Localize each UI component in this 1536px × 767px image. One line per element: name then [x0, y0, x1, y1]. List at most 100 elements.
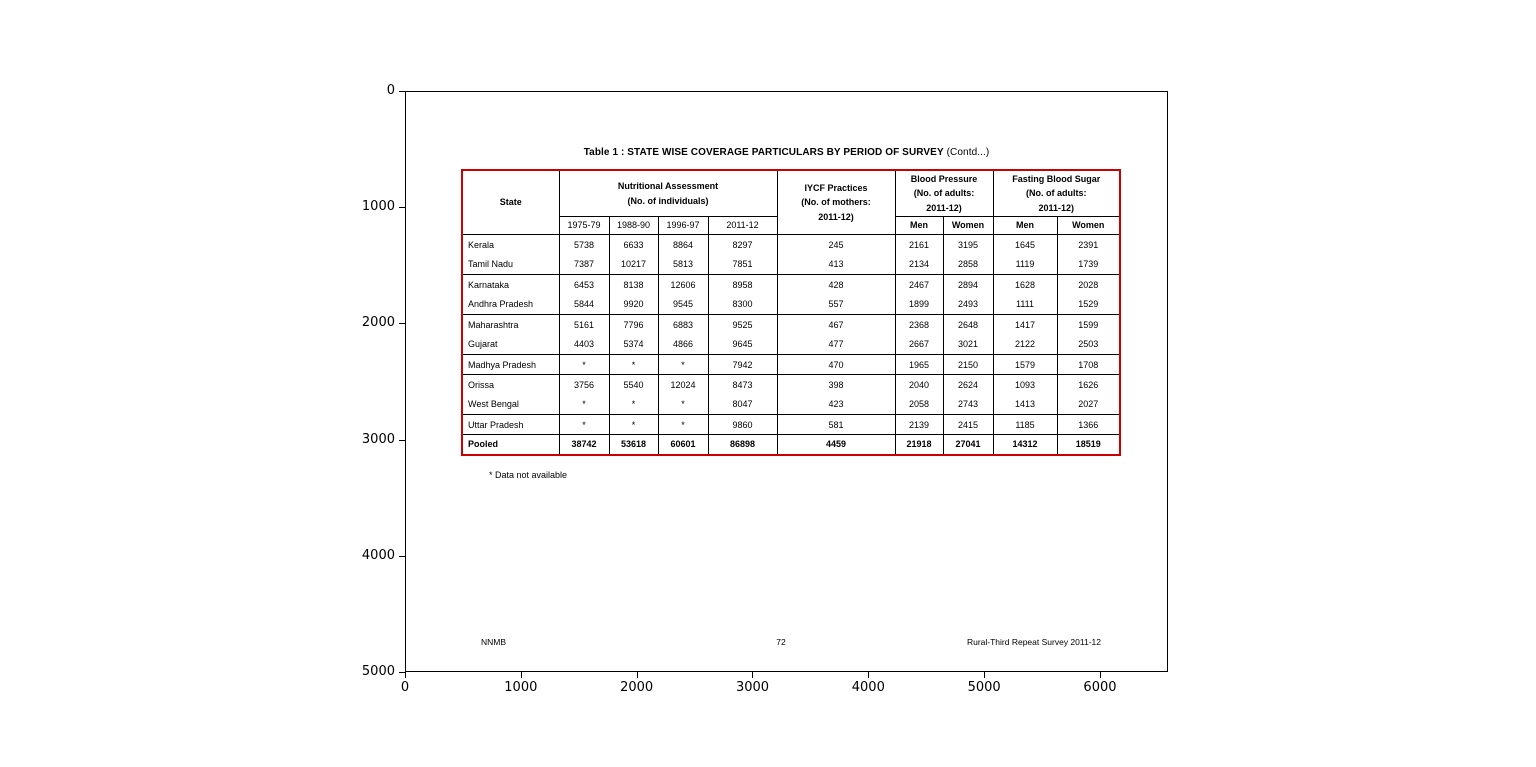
x-tick-label: 6000: [1083, 680, 1117, 695]
table-row: Karnataka 6453 8138 12606 8958 428 2467 2894 162…: [461, 274, 1121, 295]
table-row: Orissa 3756 5540 12024 8473 398 2040 2624 1093 16…: [461, 374, 1121, 395]
value-cell: *: [608, 414, 659, 435]
value-cell: 2648: [942, 314, 994, 335]
value-cell: 1965: [894, 354, 944, 375]
value-cell: 2161: [894, 234, 944, 255]
header-year-2011-12: 2011-12: [707, 216, 778, 236]
value-cell: 2858: [942, 254, 994, 275]
value-cell: 3021: [942, 334, 994, 355]
plot-axes: Table 1 : STATE WISE COVERAGE PARTICULAR…: [405, 91, 1168, 672]
x-tick-label: 4000: [851, 680, 885, 695]
x-tick-mark: [1099, 672, 1101, 678]
value-cell: 9525: [707, 314, 778, 335]
y-tick-mark: [399, 91, 405, 92]
state-cell: Andhra Pradesh: [461, 294, 560, 315]
value-cell: 3195: [942, 234, 994, 255]
table-row: Tamil Nadu 7387 10217 5813 7851 413 2134 2858 11…: [461, 254, 1121, 275]
table-title: Table 1 : STATE WISE COVERAGE PARTICULAR…: [583, 147, 944, 158]
footer-survey-label: Rural-Third Repeat Survey 2011-12: [966, 637, 1101, 647]
y-tick-label: 2000: [361, 315, 395, 331]
y-tick-mark: [399, 555, 405, 557]
value-cell: 2134: [894, 254, 944, 275]
x-tick-mark: [868, 672, 870, 678]
value-cell: 1626: [1056, 374, 1121, 395]
value-cell: 5738: [558, 234, 610, 255]
value-cell: 6453: [558, 274, 610, 295]
value-cell: 8047: [707, 394, 778, 415]
value-cell: 1645: [992, 234, 1058, 255]
value-cell: 470: [776, 354, 896, 375]
value-cell: 4403: [558, 334, 610, 355]
state-cell: Karnataka: [461, 274, 560, 295]
value-cell: *: [558, 354, 610, 375]
table-row: West Bengal * * * 8047 423 2058 2743 1413 2027: [461, 394, 1121, 415]
value-cell: *: [608, 354, 659, 375]
state-cell: Maharashtra: [461, 314, 560, 335]
value-cell: 2667: [894, 334, 944, 355]
y-tick-mark: [399, 672, 405, 673]
value-cell: 428: [776, 274, 896, 295]
header-bp-women: Women: [942, 216, 994, 236]
header-year-1975-79: 1975-79: [558, 216, 610, 236]
page-title: Table 1 : STATE WISE COVERAGE PARTICULAR…: [406, 147, 1167, 158]
value-cell: 581: [776, 414, 896, 435]
value-cell: 9860: [707, 414, 778, 435]
state-cell: Uttar Pradesh: [461, 414, 560, 435]
value-cell: 1529: [1056, 294, 1121, 315]
value-cell: 2391: [1056, 234, 1121, 255]
value-cell: *: [657, 354, 709, 375]
table-title-contd: (Contd...): [946, 147, 990, 158]
value-cell: 6633: [608, 234, 659, 255]
table-row: Pooled 38742 53618 60601 86898 4459 21918 27041…: [461, 434, 1121, 455]
value-cell: 2122: [992, 334, 1058, 355]
footnote-data-not-available: * Data not available: [489, 470, 568, 480]
value-cell: 398: [776, 374, 896, 395]
x-tick-label: 2000: [620, 680, 654, 695]
value-cell: 21918: [894, 434, 944, 455]
value-cell: 4866: [657, 334, 709, 355]
y-tick-label: 5000: [361, 664, 395, 679]
x-tick-mark: [636, 672, 638, 678]
header-fasting-blood-sugar: Fasting Blood Sugar (No. of adults: 2011…: [992, 169, 1121, 218]
value-cell: 9545: [657, 294, 709, 315]
x-tick-label: 0: [400, 680, 410, 695]
y-tick-label: 4000: [361, 547, 395, 563]
value-cell: 1093: [992, 374, 1058, 395]
value-cell: 2894: [942, 274, 994, 295]
table-row: Madhya Pradesh * * * 7942 470 1965 2150 1579 1708: [461, 354, 1121, 375]
value-cell: 53618: [608, 434, 659, 455]
table-row: Gujarat 4403 5374 4866 9645 477 2667 3021 2122 25…: [461, 334, 1121, 355]
value-cell: 9920: [608, 294, 659, 315]
coverage-table: State Nutritional Assessment (No. of ind…: [461, 169, 1121, 456]
header-fbs-women: Women: [1056, 216, 1121, 236]
y-tick-mark: [399, 323, 405, 325]
value-cell: 8473: [707, 374, 778, 395]
value-cell: 10217: [608, 254, 659, 275]
value-cell: 5374: [608, 334, 659, 355]
value-cell: 1899: [894, 294, 944, 315]
y-tick-mark: [399, 207, 405, 209]
value-cell: 1185: [992, 414, 1058, 435]
header-iycf-practices: IYCF Practices (No. of mothers: 2011-12): [776, 169, 896, 236]
value-cell: 8138: [608, 274, 659, 295]
y-tick-mark: [399, 439, 405, 441]
value-cell: 18519: [1056, 434, 1121, 455]
footer-org-label: NNMB: [481, 637, 507, 647]
table-row: Maharashtra 5161 7796 6883 9525 467 2368 2648 14…: [461, 314, 1121, 335]
value-cell: 1579: [992, 354, 1058, 375]
value-cell: 2467: [894, 274, 944, 295]
value-cell: 7796: [608, 314, 659, 335]
value-cell: 60601: [657, 434, 709, 455]
value-cell: 477: [776, 334, 896, 355]
header-bp-men: Men: [894, 216, 944, 236]
table-row: Andhra Pradesh 5844 9920 9545 8300 557 1899 249…: [461, 294, 1121, 315]
value-cell: 12024: [657, 374, 709, 395]
value-cell: 2415: [942, 414, 994, 435]
state-cell: Pooled: [461, 434, 560, 455]
header-year-1996-97: 1996-97: [657, 216, 709, 236]
value-cell: 1708: [1056, 354, 1121, 375]
x-tick-mark: [520, 672, 522, 678]
header-nutritional-assessment: Nutritional Assessment (No. of individua…: [558, 169, 778, 218]
state-cell: Kerala: [461, 234, 560, 255]
y-tick-label: 0: [386, 83, 395, 98]
